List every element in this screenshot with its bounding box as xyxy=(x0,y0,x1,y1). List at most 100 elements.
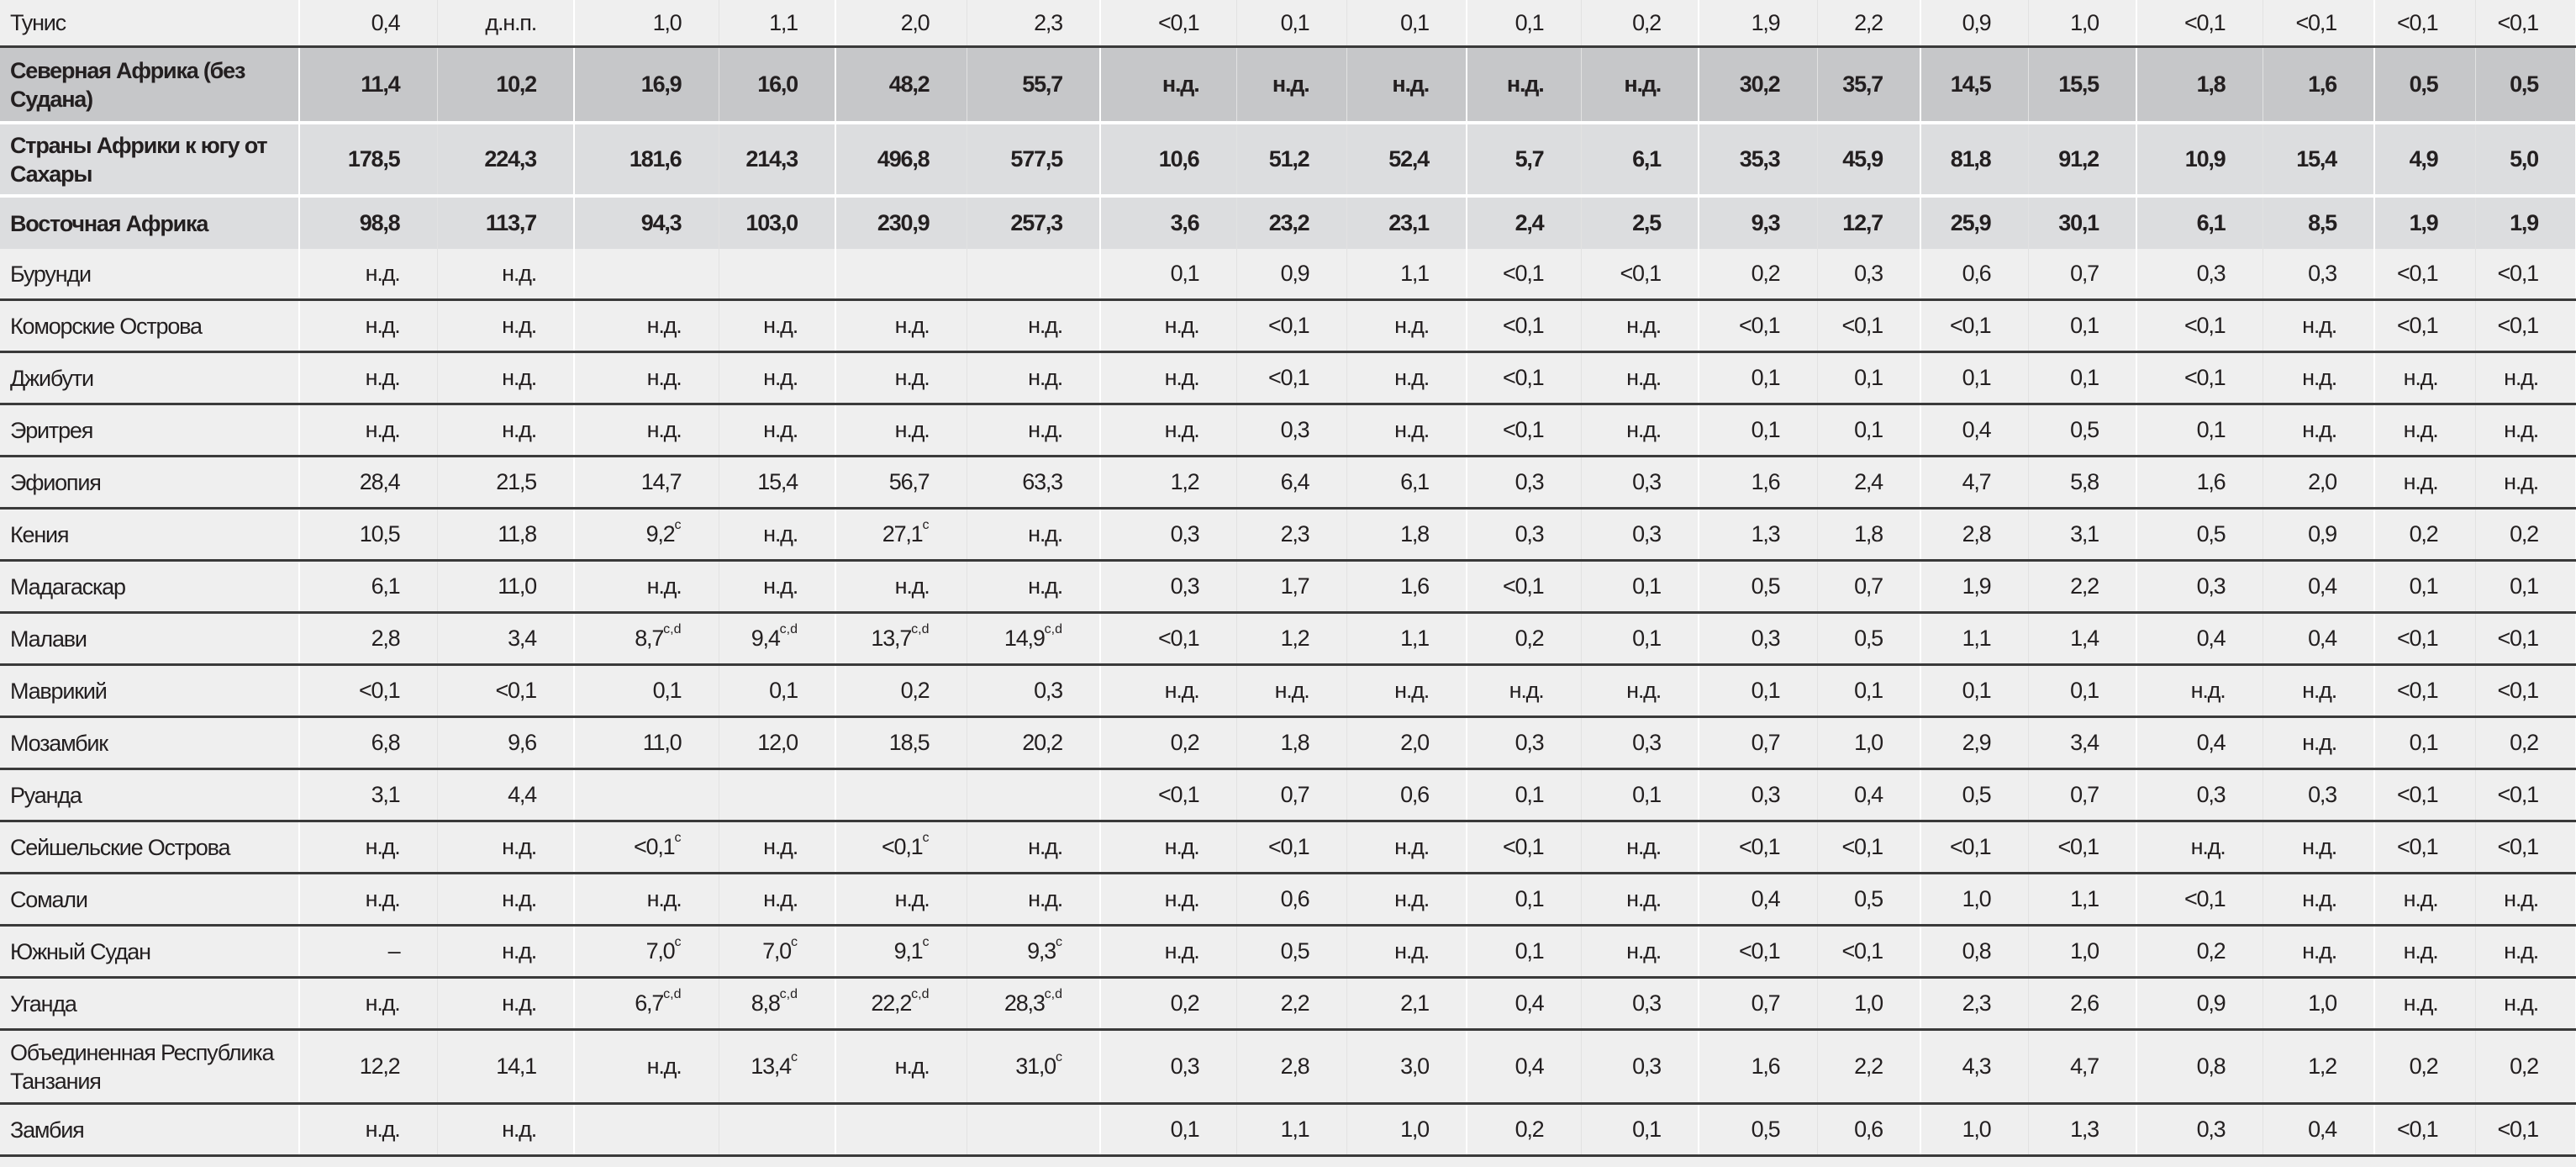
table-cell: 91,2 xyxy=(2028,123,2137,198)
table-cell: 0,6 xyxy=(1236,873,1347,927)
table-cell: <0,1 xyxy=(1467,560,1582,614)
footnote-marker: c,d xyxy=(779,987,798,1001)
table-cell: <0,1 xyxy=(1920,299,2029,353)
row-label: Сейшельские Острова xyxy=(0,821,300,874)
table-cell: н.д. xyxy=(2475,873,2576,927)
table-cell: <0,1 xyxy=(2475,0,2576,48)
table-cell: 1,4 xyxy=(2028,612,2137,666)
footnote-marker: c xyxy=(791,1050,798,1064)
row-label: Мадагаскар xyxy=(0,560,300,614)
table-cell: 45,9 xyxy=(1817,123,1921,198)
table-cell: 0,4 xyxy=(1467,977,1582,1031)
footnote-marker: c xyxy=(922,831,930,845)
table-cell: н.д. xyxy=(299,821,438,874)
table-cell: – xyxy=(299,925,438,979)
table-cell: н.д. xyxy=(719,560,836,614)
table-cell: 1,6 xyxy=(2136,456,2263,510)
table-cell: 1,0 xyxy=(574,0,719,48)
table-cell: 0,1 xyxy=(1581,612,1699,666)
table-cell: н.д. xyxy=(719,508,836,562)
table-cell: 0,1 xyxy=(1817,664,1921,718)
table-cell: 1,0 xyxy=(1920,1103,2029,1157)
table-row: Южный Судан – н.д. 7,0c 7,0c 9,1c 9,3c н.д. 0,5 н… xyxy=(0,925,2576,979)
table-cell: н.д. xyxy=(2475,351,2576,405)
footnote-marker: c xyxy=(674,831,682,845)
table-cell: 7,0c xyxy=(719,925,836,979)
table-cell: 0,3 xyxy=(1581,977,1699,1031)
table-cell: н.д. xyxy=(2374,977,2476,1031)
table-cell: 2,6 xyxy=(2028,977,2137,1031)
table-cell: 1,8 xyxy=(1346,508,1467,562)
table-cell: <0,1 xyxy=(2374,0,2476,48)
table-cell: 6,1 xyxy=(1581,123,1699,198)
table-cell: 2,1 xyxy=(1346,977,1467,1031)
table-cell: 0,2 xyxy=(2475,1029,2576,1105)
table-cell: <0,1 xyxy=(437,664,575,718)
table-cell: <0,1 xyxy=(2136,351,2263,405)
table-cell: 1,9 xyxy=(1920,560,2029,614)
table-cell: н.д. xyxy=(299,249,438,301)
table-cell: 35,3 xyxy=(1699,123,1818,198)
table-cell: 0,1 xyxy=(574,664,719,718)
table-cell: 8,5 xyxy=(2263,196,2375,249)
table-cell: 0,1 xyxy=(1699,351,1818,405)
table-cell: н.д. xyxy=(1346,821,1467,874)
table-cell: <0,1 xyxy=(1467,351,1582,405)
table-cell: н.д. xyxy=(835,351,967,405)
table-cell: 16,9 xyxy=(574,46,719,124)
table-cell: 1,2 xyxy=(1100,456,1237,510)
table-cell: 3,1 xyxy=(299,768,438,822)
table-cell: 3,0 xyxy=(1346,1029,1467,1105)
table-cell: 0,8 xyxy=(1920,925,2029,979)
table-cell: н.д. xyxy=(574,1029,719,1105)
table-cell: 0,1 xyxy=(2028,351,2137,405)
footnote-marker: c xyxy=(1056,935,1062,949)
table-cell: 21,5 xyxy=(437,456,575,510)
table-cell: н.д. xyxy=(574,560,719,614)
table-cell: 0,3 xyxy=(1817,249,1921,301)
table-cell: 5,8 xyxy=(2028,456,2137,510)
table-cell: 22,2c,d xyxy=(835,977,967,1031)
table-cell: н.д. xyxy=(1346,404,1467,457)
row-label: Эритрея xyxy=(0,404,300,457)
table-cell: 0,2 xyxy=(1699,249,1818,301)
table-cell: <0,1 xyxy=(2475,249,2576,301)
table-cell: 9,3c xyxy=(967,925,1101,979)
table-cell: 1,1 xyxy=(1236,1103,1347,1157)
table-row: Бурунди н.д. н.д. 0,1 0,9 1,1 <0,1 <0,1 0,2 0,3 0,… xyxy=(0,249,2576,301)
table-cell: 6,7c,d xyxy=(574,977,719,1031)
table-cell: <0,1 xyxy=(299,664,438,718)
table-cell: 0,1 xyxy=(1699,404,1818,457)
table-cell: 1,9 xyxy=(2475,196,2576,249)
table-cell: н.д. xyxy=(967,873,1101,927)
table-cell: 28,4 xyxy=(299,456,438,510)
table-cell: н.д. xyxy=(299,351,438,405)
table-cell: н.д. xyxy=(2263,351,2375,405)
table-cell: 0,3 xyxy=(2136,249,2263,301)
table-cell: 8,7c,d xyxy=(574,612,719,666)
table-cell: 577,5 xyxy=(967,123,1101,198)
table-row: Маврикий <0,1 <0,1 0,1 0,1 0,2 0,3 н.д. н.д. н.д.… xyxy=(0,664,2576,718)
table-cell: 4,9 xyxy=(2374,123,2476,198)
table-cell: <0,1 xyxy=(1581,249,1699,301)
table-cell: 1,6 xyxy=(1346,560,1467,614)
table-cell: 3,1 xyxy=(2028,508,2137,562)
table-cell: 28,3c,d xyxy=(967,977,1101,1031)
table-cell: 0,1 xyxy=(2374,716,2476,770)
table-cell: н.д. xyxy=(719,821,836,874)
table-cell: <0,1 xyxy=(2374,1103,2476,1157)
table-row: Восточная Африка 98,8 113,7 94,3 103,0 230,9 2… xyxy=(0,196,2576,249)
table-cell: 2,4 xyxy=(1467,196,1582,249)
table-cell: <0,1 xyxy=(2374,821,2476,874)
table-cell: 15,5 xyxy=(2028,46,2137,124)
table-cell: 11,0 xyxy=(437,560,575,614)
table-cell: н.д. xyxy=(1467,46,1582,124)
table-cell: 3,4 xyxy=(2028,716,2137,770)
table-cell: н.д. xyxy=(967,560,1101,614)
table-cell: 0,2 xyxy=(835,664,967,718)
table-row: Тунис 0,4 д.н.п. 1,0 1,1 2,0 2,3 <0,1 0,1 0,1 0,1 0… xyxy=(0,0,2576,48)
table-cell: н.д. xyxy=(574,299,719,353)
table-cell: <0,1 xyxy=(2475,768,2576,822)
table-cell: 0,2 xyxy=(1467,612,1582,666)
table-row: Уганда н.д. н.д. 6,7c,d 8,8c,d 22,2c,d 28,3c,d… xyxy=(0,977,2576,1031)
